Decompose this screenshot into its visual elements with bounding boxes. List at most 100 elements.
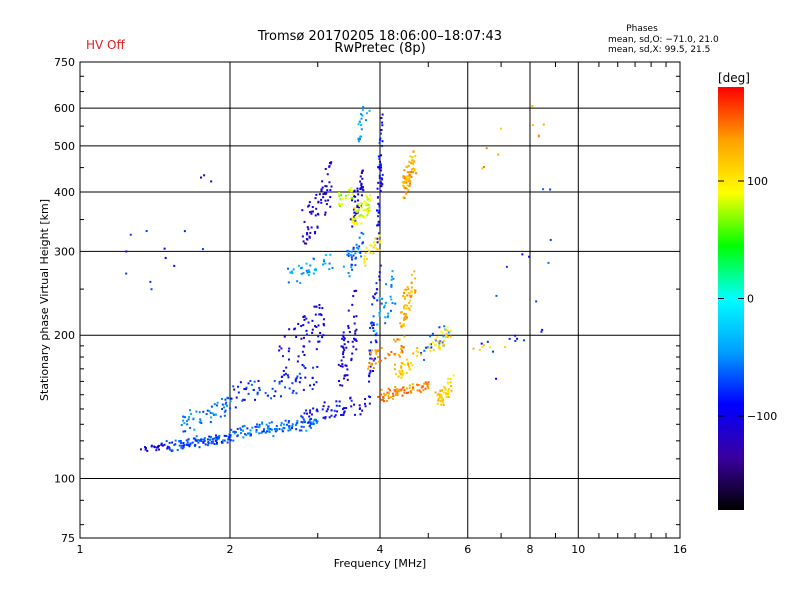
data-point (375, 352, 378, 355)
data-point (341, 363, 344, 366)
data-point (322, 405, 325, 408)
data-point (317, 340, 320, 343)
data-point (309, 231, 312, 234)
data-point (340, 414, 343, 417)
data-point (516, 337, 519, 340)
y-tick-label: 300 (54, 245, 75, 258)
data-point (269, 428, 272, 431)
data-point (173, 264, 176, 267)
data-point (405, 387, 408, 390)
data-point (478, 348, 481, 351)
data-point (434, 391, 437, 394)
data-point (378, 275, 381, 278)
data-point (245, 434, 248, 437)
data-point (368, 109, 371, 112)
data-point (255, 425, 258, 428)
data-point (350, 263, 353, 266)
data-point (321, 180, 324, 183)
data-point (301, 421, 304, 424)
data-point (389, 309, 392, 312)
data-point (316, 226, 319, 229)
data-point (366, 198, 369, 201)
data-point (356, 189, 359, 192)
data-point (278, 349, 281, 352)
data-point (288, 358, 291, 361)
data-point (384, 322, 387, 325)
x-tick-label: 6 (464, 543, 471, 556)
data-point (381, 113, 384, 116)
data-point (365, 258, 368, 261)
data-point (342, 331, 345, 334)
data-point (218, 434, 221, 437)
data-point (355, 339, 358, 342)
data-point (440, 398, 443, 401)
data-point (321, 186, 324, 189)
data-point (251, 426, 254, 429)
data-point (280, 424, 283, 427)
data-point (354, 264, 357, 267)
data-point (412, 386, 415, 389)
data-point (335, 400, 338, 403)
data-point (492, 350, 495, 353)
data-point (408, 307, 411, 310)
data-point (306, 271, 309, 274)
data-point (146, 449, 149, 452)
data-point (406, 184, 409, 187)
data-point (531, 124, 534, 127)
data-point (296, 419, 299, 422)
data-point (329, 253, 332, 256)
data-point (163, 443, 166, 446)
data-point (315, 420, 318, 423)
data-point (322, 334, 325, 337)
data-point (301, 266, 304, 269)
data-point (286, 267, 289, 270)
data-point (308, 415, 311, 418)
data-point (357, 138, 360, 141)
data-point (214, 440, 217, 443)
x-tick-label: 4 (377, 543, 384, 556)
data-point (236, 435, 239, 438)
data-point (235, 396, 238, 399)
data-point (439, 390, 442, 393)
data-point (406, 294, 409, 297)
data-point (355, 315, 358, 318)
data-point (441, 331, 444, 334)
data-point (257, 426, 260, 429)
data-point (336, 410, 339, 413)
data-point (409, 361, 412, 364)
data-point (303, 220, 306, 223)
data-point (186, 441, 189, 444)
data-point (302, 345, 305, 348)
data-point (401, 346, 404, 349)
data-point (445, 333, 448, 336)
data-point (242, 429, 245, 432)
data-point (324, 416, 327, 419)
data-point (275, 424, 278, 427)
data-point (243, 387, 246, 390)
data-point (424, 382, 427, 385)
data-point (228, 436, 231, 439)
data-point (383, 306, 386, 309)
data-point (380, 177, 383, 180)
data-point (239, 381, 242, 384)
data-point (390, 285, 393, 288)
data-point (164, 256, 167, 259)
data-point (211, 412, 214, 415)
data-point (342, 347, 345, 350)
data-point (170, 450, 173, 453)
data-point (301, 363, 304, 366)
data-point (372, 295, 375, 298)
data-point (390, 278, 393, 281)
data-point (366, 196, 369, 199)
data-point (268, 422, 271, 425)
data-point (439, 400, 442, 403)
data-point (353, 223, 356, 226)
data-point (378, 176, 381, 179)
data-point (354, 257, 357, 260)
data-point (347, 326, 350, 329)
data-point (265, 423, 268, 426)
data-point (341, 365, 344, 368)
data-point (214, 413, 217, 416)
data-point (345, 364, 348, 367)
data-point (376, 349, 379, 352)
